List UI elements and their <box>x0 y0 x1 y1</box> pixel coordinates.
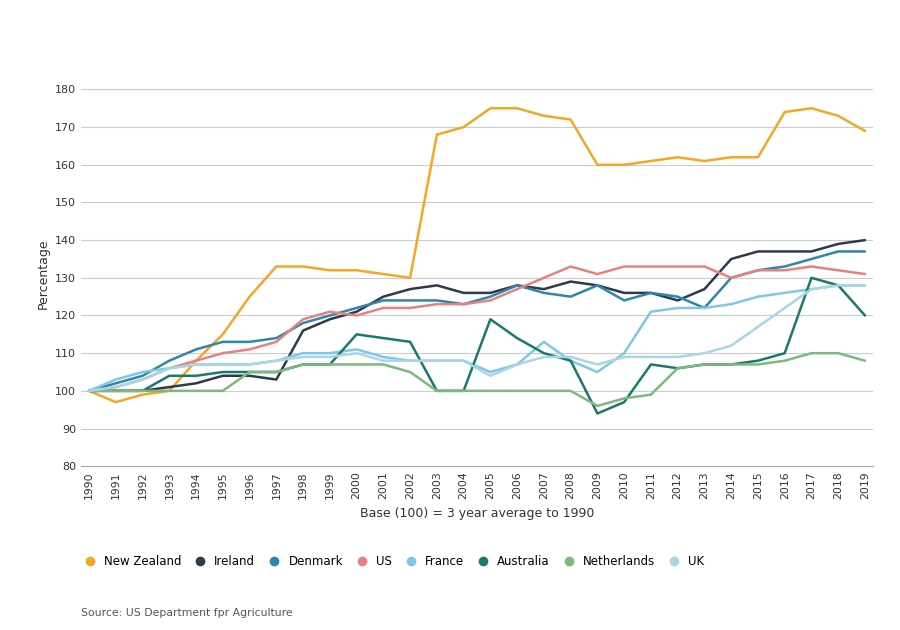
Text: Source: US Department fpr Agriculture: Source: US Department fpr Agriculture <box>81 608 292 618</box>
Legend: New Zealand, Ireland, Denmark, US, France, Australia, Netherlands, UK: New Zealand, Ireland, Denmark, US, Franc… <box>73 551 709 573</box>
Y-axis label: Percentage: Percentage <box>37 239 50 309</box>
Text: INTERNATIONAL COMPARISON OF TOTAL FACTOR FARM PRODUCTIVITY: INTERNATIONAL COMPARISON OF TOTAL FACTOR… <box>16 25 759 44</box>
X-axis label: Base (100) = 3 year average to 1990: Base (100) = 3 year average to 1990 <box>360 507 594 520</box>
